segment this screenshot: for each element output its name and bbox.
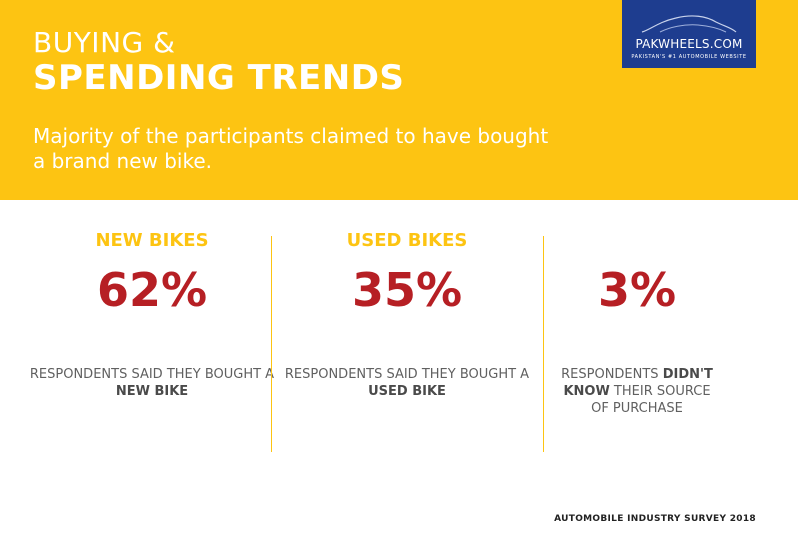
stat-heading: USED BIKES: [346, 230, 468, 251]
stat-description: RESPONDENTS DIDN'T KNOW THEIR SOURCE OF …: [561, 367, 713, 416]
subtitle: Majority of the participants claimed to …: [33, 124, 549, 173]
car-silhouette-icon: [641, 15, 737, 33]
stat-percent: 62%: [96, 263, 208, 317]
stat-heading: [512, 228, 762, 254]
pakwheels-logo: PAKWHEELS.COM PAKISTAN'S #1 AUTOMOBILE W…: [622, 0, 756, 68]
stat-percent: 35%: [351, 263, 463, 317]
stat-heading: NEW BIKES: [95, 230, 209, 251]
stat-percent: 3%: [597, 263, 677, 317]
logo-tagline: PAKISTAN'S #1 AUTOMOBILE WEBSITE: [631, 54, 747, 60]
logo-name: PAKWHEELS.COM: [635, 37, 743, 51]
stat-new-bikes: NEW BIKES 62% RESPONDENTS SAID THEY BOUG…: [17, 228, 287, 400]
stat-description: RESPONDENTS SAID THEY BOUGHT A NEW BIKE: [29, 367, 275, 399]
title-line-1: BUYING &: [33, 26, 176, 59]
column-divider: [543, 236, 544, 452]
stat-description: RESPONDENTS SAID THEY BOUGHT A USED BIKE: [284, 367, 530, 399]
survey-footer: AUTOMOBILE INDUSTRY SURVEY 2018: [554, 514, 756, 524]
stat-used-bikes: USED BIKES 35% RESPONDENTS SAID THEY BOU…: [272, 228, 542, 400]
title-line-2: SPENDING TRENDS: [33, 58, 405, 98]
column-divider: [271, 236, 272, 452]
stat-unknown-source: 3% RESPONDENTS DIDN'T KNOW THEIR SOURCE …: [512, 228, 762, 417]
header-banner: BUYING & SPENDING TRENDS Majority of the…: [0, 0, 798, 200]
